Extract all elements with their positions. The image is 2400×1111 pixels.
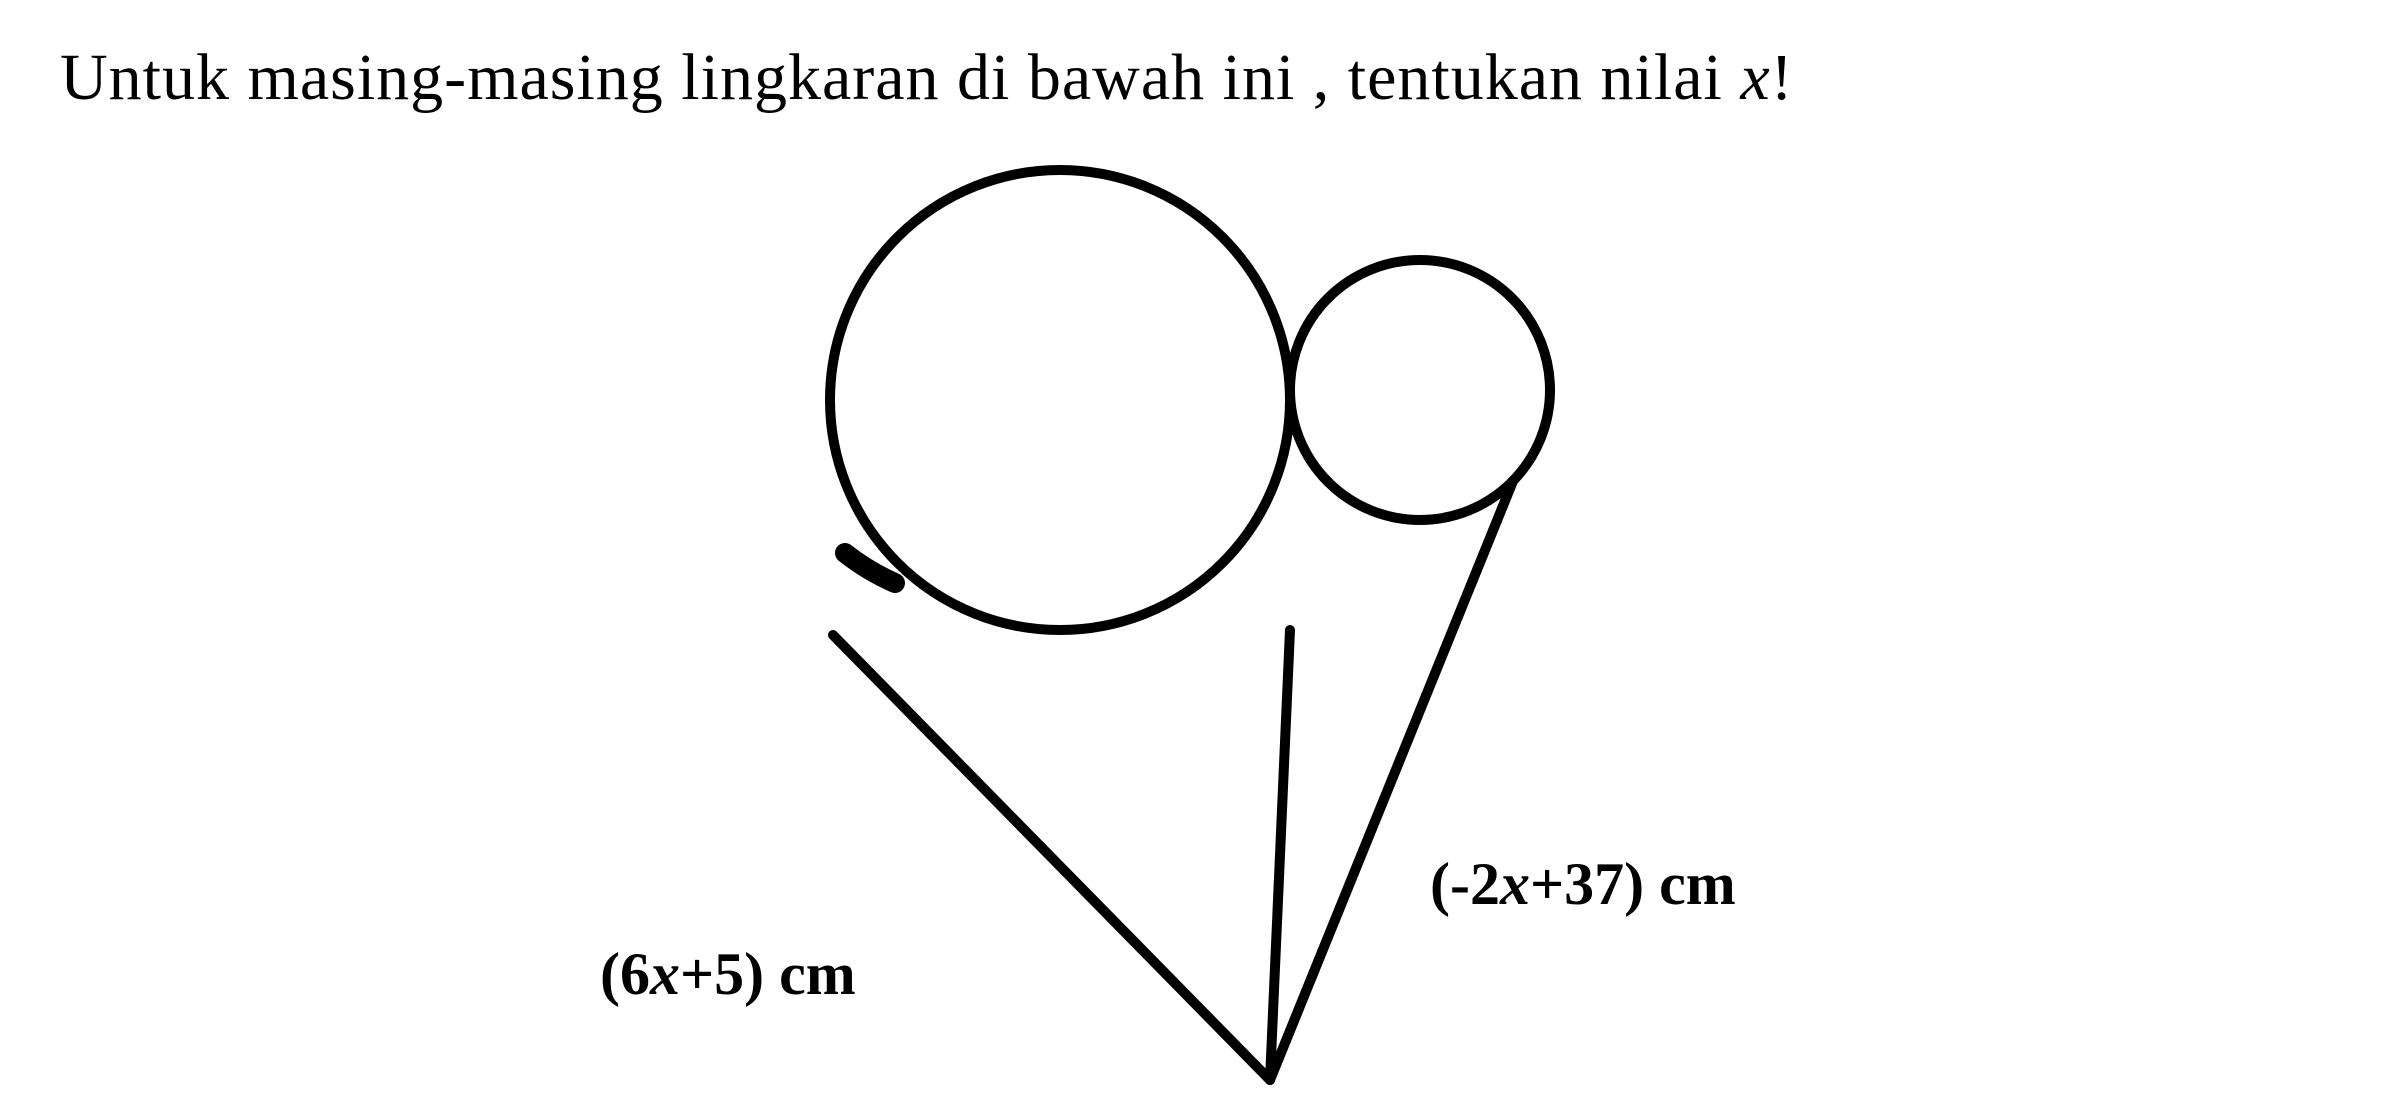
page: Untuk masing-masing lingkaran di bawah i…: [0, 0, 2400, 1111]
tangent-line-left: [833, 635, 1270, 1080]
circle-small: [1290, 260, 1550, 520]
title-prefix: Untuk masing-masing lingkaran di bawah i…: [60, 41, 1740, 114]
label-left-expression: (6x+5) cm: [600, 940, 856, 1009]
label-left-rest: +5) cm: [680, 941, 856, 1007]
question-title: Untuk masing-masing lingkaran di bawah i…: [60, 40, 1794, 116]
label-left-open: (6: [600, 941, 650, 1007]
circle-large: [830, 170, 1290, 630]
tangent-circles-diagram: (6x+5) cm (-2x+37) cm: [500, 150, 1900, 1100]
label-right-expression: (-2x+37) cm: [1430, 850, 1736, 919]
label-right-var: x: [1500, 851, 1530, 917]
title-var: x: [1740, 41, 1770, 114]
label-right-open: (-2: [1430, 851, 1500, 917]
label-left-var: x: [650, 941, 680, 1007]
label-right-rest: +37) cm: [1530, 851, 1736, 917]
title-suffix: !: [1771, 41, 1794, 114]
tangent-line-mid: [1270, 630, 1290, 1080]
